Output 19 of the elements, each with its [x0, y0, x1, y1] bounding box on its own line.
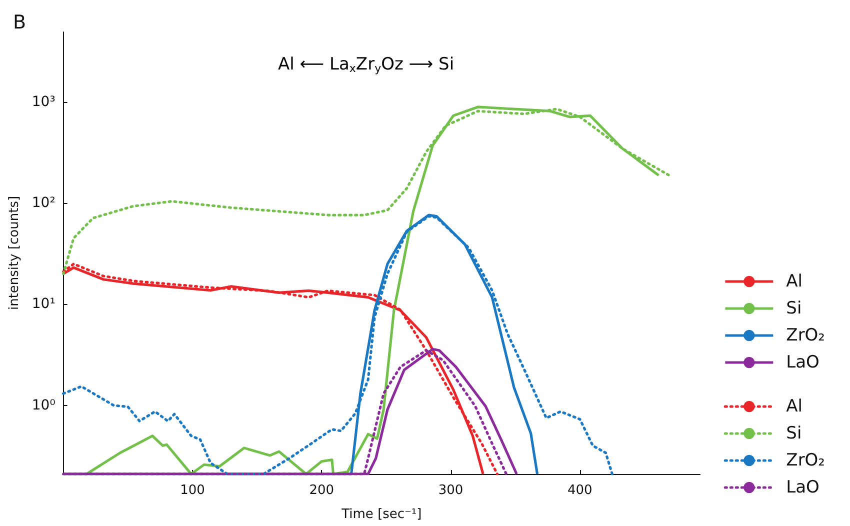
- y-tick-label: 10⁰: [32, 397, 56, 414]
- x-axis-title: Time [sec⁻¹]: [340, 507, 422, 522]
- y-axis-title: intensity [counts]: [7, 196, 22, 310]
- y-tick-label: 10¹: [32, 296, 56, 312]
- y-tick-label: 10²: [32, 195, 56, 212]
- legend-label: LaO: [786, 478, 820, 498]
- x-tick-label: 300: [438, 483, 464, 498]
- x-tick-label: 200: [309, 483, 334, 498]
- chart-title: B: [13, 12, 26, 34]
- legend-label: LaO: [786, 352, 820, 372]
- x-tick-label: 400: [567, 483, 592, 498]
- legend-label: Si: [786, 298, 802, 318]
- legend-label: ZrO₂: [786, 326, 826, 346]
- x-tick-label: 100: [180, 483, 205, 498]
- legend-label: Al: [786, 396, 803, 416]
- legend-label: Al: [786, 272, 803, 292]
- legend-label: ZrO₂: [786, 450, 826, 470]
- legend-label: Si: [786, 424, 802, 444]
- y-tick-label: 10³: [32, 94, 56, 110]
